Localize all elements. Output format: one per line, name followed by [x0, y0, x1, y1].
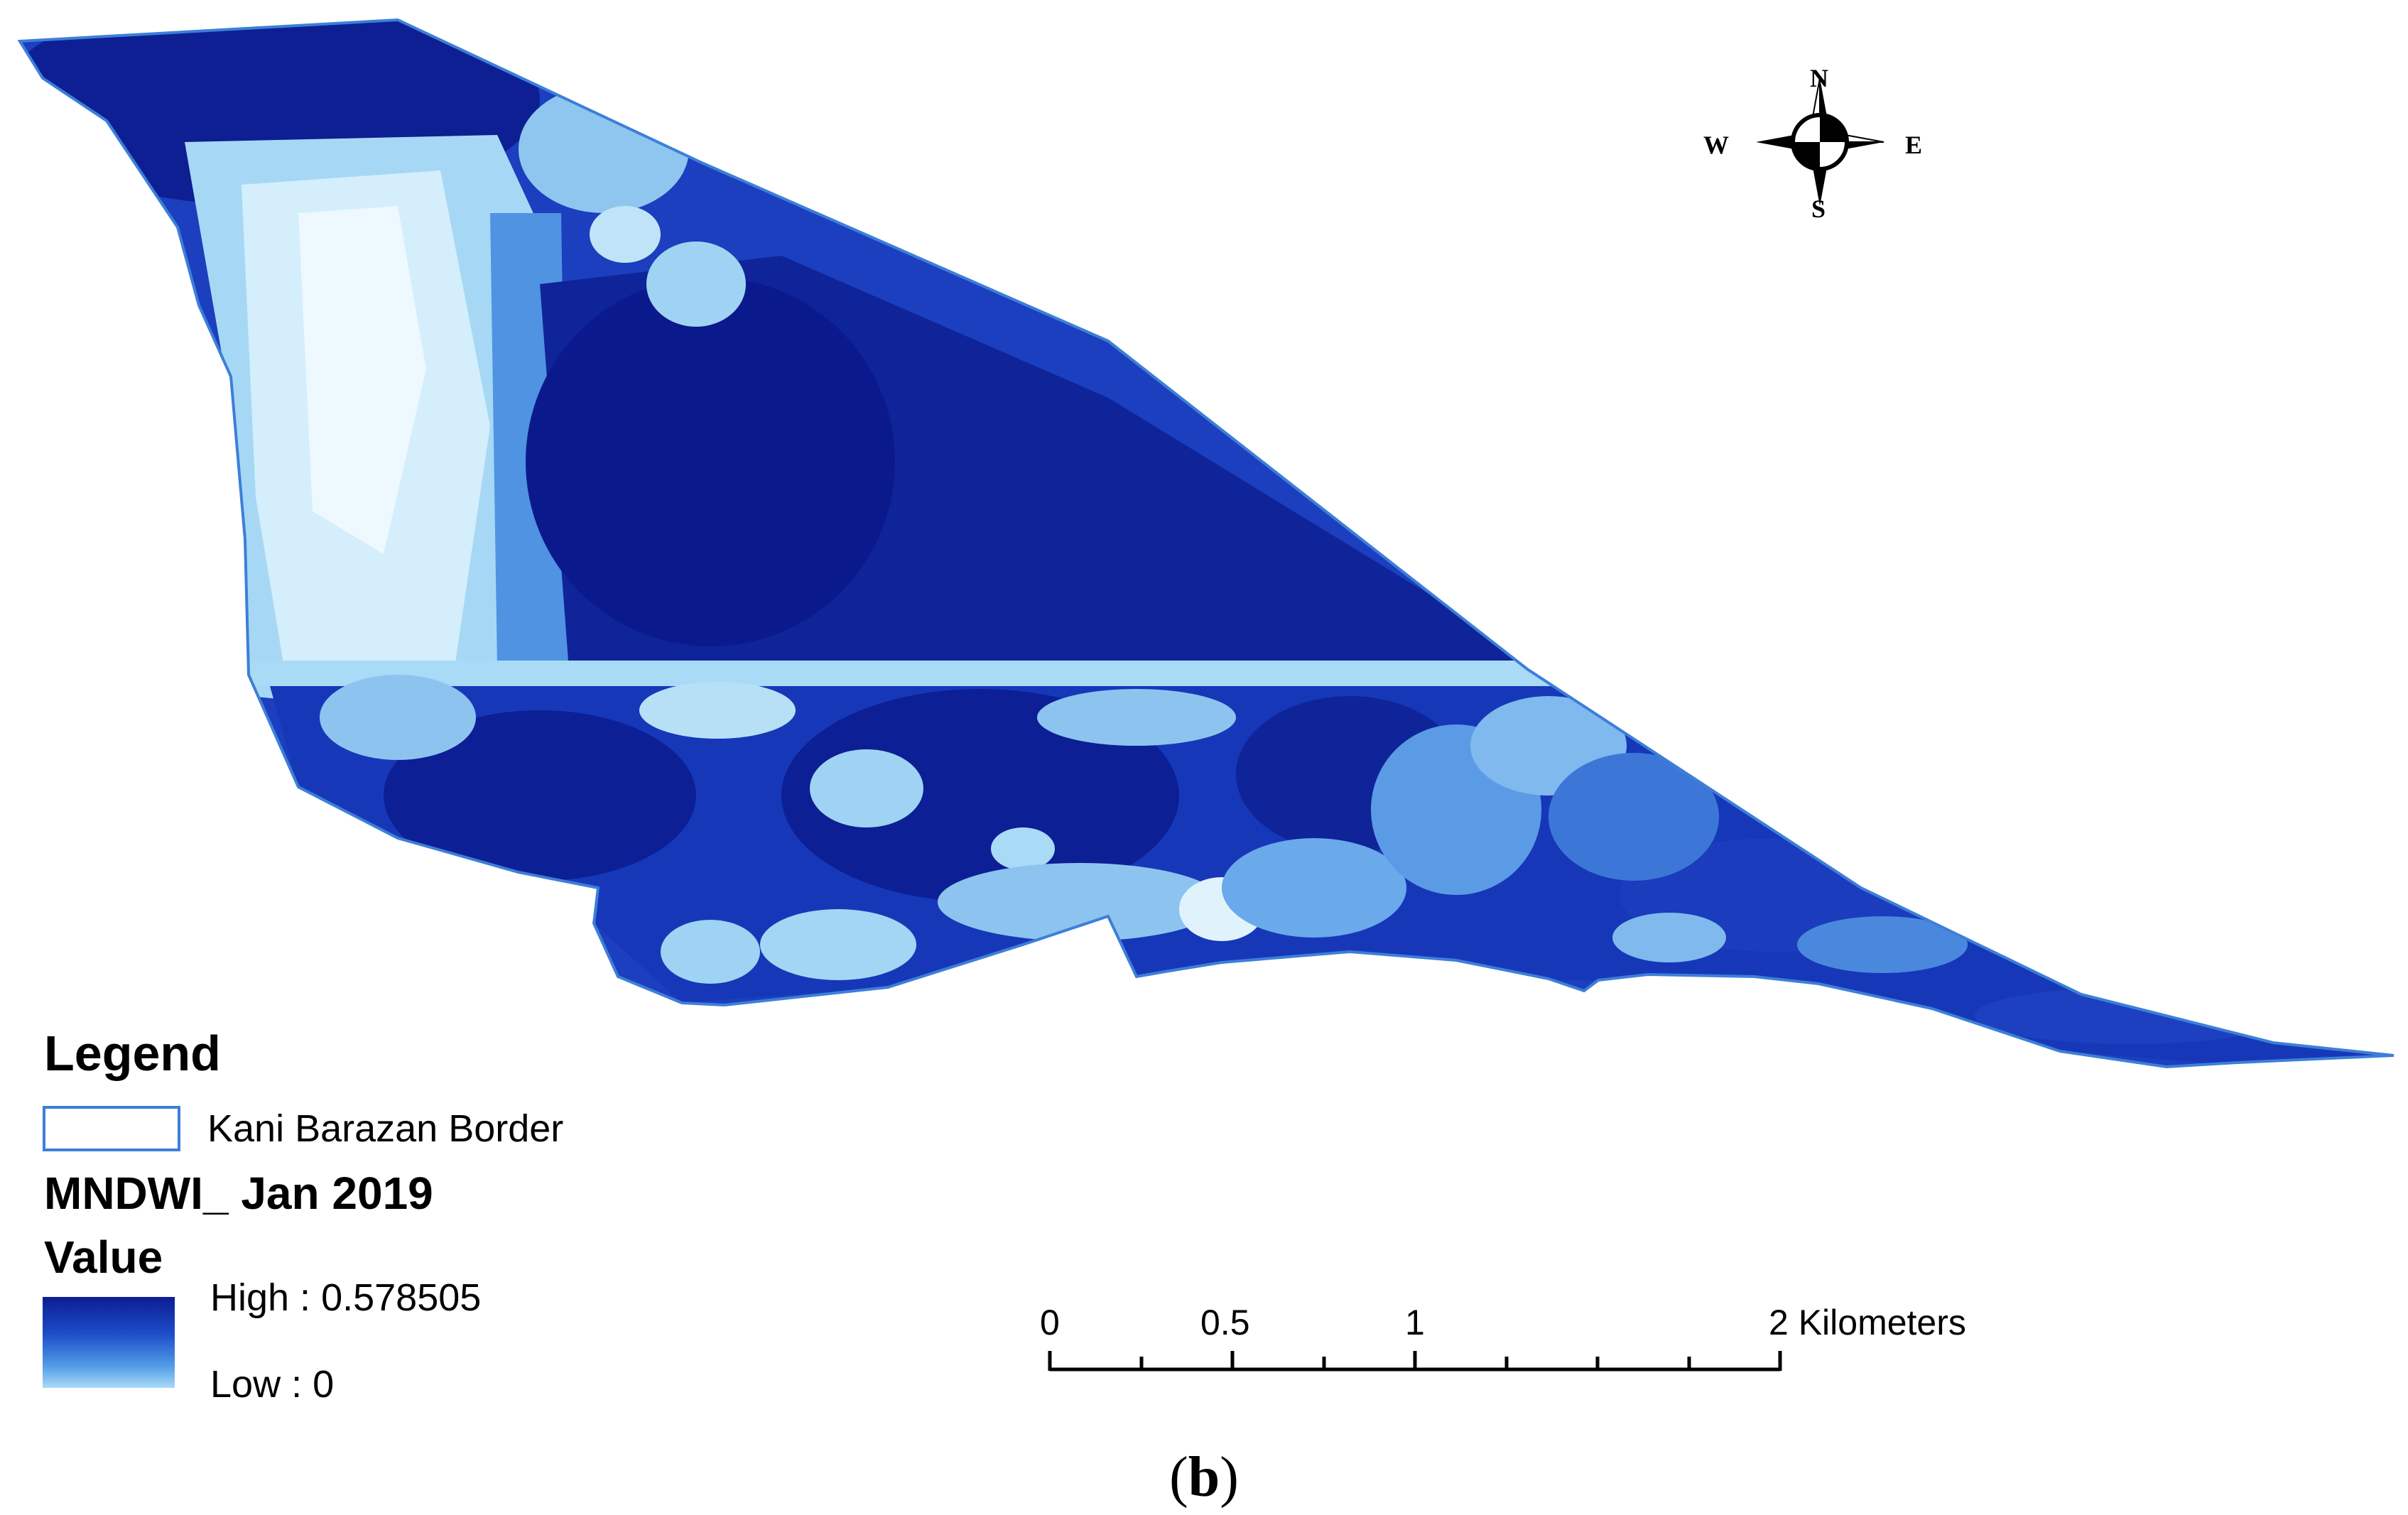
- panel-label-close: ): [1220, 1446, 1239, 1509]
- legend-title: Legend: [44, 1026, 221, 1081]
- panel-label: (b): [0, 1449, 2408, 1506]
- ramp-high-label: High : 0.578505: [210, 1276, 482, 1319]
- compass-north-label: N: [1810, 64, 1828, 92]
- scale-label-2: 2 Kilometers: [1769, 1303, 1966, 1342]
- scale-label-0: 0: [1040, 1303, 1060, 1342]
- layer-title: MNDWI_ Jan 2019: [44, 1168, 433, 1219]
- kani-barazan-border: [17, 18, 2395, 1069]
- compass-east-label: E: [1905, 131, 1923, 159]
- scale-label-half: 0.5: [1200, 1303, 1250, 1342]
- north-arrow-icon: [1756, 77, 1884, 206]
- border-swatch: [43, 1106, 180, 1151]
- color-ramp: [43, 1297, 175, 1388]
- border-label: Kani Barazan Border: [207, 1107, 564, 1150]
- compass-south-label: S: [1811, 195, 1826, 223]
- ramp-low-label: Low : 0: [210, 1363, 335, 1406]
- scale-bar: [1048, 1351, 1782, 1372]
- scale-label-1: 1: [1405, 1303, 1425, 1342]
- panel-label-open: (: [1169, 1446, 1188, 1509]
- panel-label-letter: b: [1188, 1446, 1220, 1509]
- mndwi-raster: [20, 20, 2394, 1067]
- compass-west-label: W: [1703, 131, 1729, 159]
- value-title: Value: [44, 1232, 163, 1283]
